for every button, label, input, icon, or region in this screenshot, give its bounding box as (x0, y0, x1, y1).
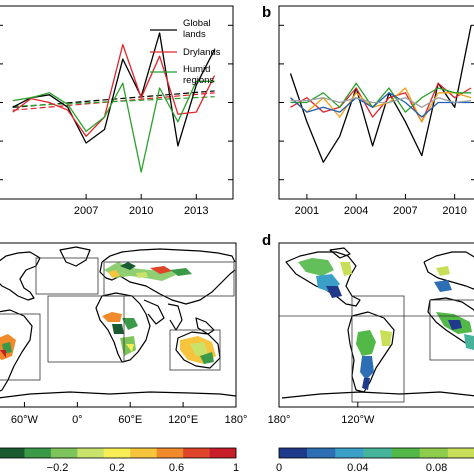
panel-c-map: 60°W 0° 60°E 120°E 180° (0, 242, 248, 426)
x-tick-label-1: 2004 (344, 205, 368, 217)
series-line-3 (290, 82, 472, 113)
series-line-4 (290, 92, 472, 118)
panel-b-line-chart: b 2001 2004 2007 2010 (262, 4, 474, 217)
colorbar-segment-1 (24, 448, 52, 458)
colorbar-segment-3 (77, 448, 105, 458)
map-x-tick-label-3: 120°E (168, 414, 198, 426)
colorbar-segment-2 (50, 448, 78, 458)
panel-a-line-chart: 2007 2010 2013 Global lands Drylands Humid… (0, 5, 234, 217)
x-tick-label-0: 2001 (295, 205, 319, 217)
legend-global-label-1: Global (183, 18, 210, 29)
colored-data-regions (0, 262, 216, 364)
legend-humid-label-1: Humid (183, 64, 210, 75)
series-line-2 (290, 87, 472, 123)
series-line-0 (12, 32, 216, 147)
colored-data-regions-d (298, 258, 474, 390)
colorbar-frame (278, 447, 474, 459)
series-line-1 (290, 82, 472, 123)
colorbar-tick-label-2: 0.08 (426, 462, 447, 474)
continent-outlines-d (281, 247, 474, 399)
colorbar-tick-label-0: 0 (276, 462, 282, 474)
colorbar-segment-1 (307, 448, 336, 458)
series-line-5 (290, 97, 472, 108)
colorbar-segment-6 (447, 448, 474, 458)
map-x-tick-label-0: 180° (268, 414, 291, 426)
colorbar-segment-5 (130, 448, 157, 458)
colorbar-segment-7 (183, 448, 210, 458)
legend-global-label-2: lands (183, 29, 206, 40)
colorbar-tick-label-2: 0.6 (169, 462, 184, 474)
colorbar-segment-0 (279, 448, 308, 458)
region-boxes-d (279, 295, 474, 403)
colorbar-segment-5 (419, 448, 449, 458)
continent-outlines (0, 246, 237, 399)
colorbar-tick-label-0: −0.2 (47, 462, 69, 474)
colorbar-segment-4 (391, 448, 421, 458)
x-tick-label-2: 2013 (184, 205, 208, 217)
x-tick-label-1: 2010 (129, 205, 153, 217)
colorbar-segment-6 (156, 448, 184, 458)
colorbar-segment-3 (363, 448, 392, 458)
panel-b-letter: b (262, 4, 271, 21)
colorbar-tick-label-3: 1 (233, 462, 239, 474)
region-boxes (0, 257, 235, 381)
map-x-tick-label-2: 60°E (118, 414, 142, 426)
map-x-tick-label-0: 60°W (11, 414, 39, 426)
map-x-tick-label-1: 0° (72, 414, 83, 426)
colorbar-segment-8 (209, 448, 237, 458)
colorbar-tick-label-1: 0.2 (109, 462, 124, 474)
colorbar-segment-0 (0, 448, 25, 458)
series-line-0 (289, 25, 472, 163)
map-x-tick-label-4: 180° (225, 414, 248, 426)
x-tick-label-0: 2007 (74, 205, 98, 217)
x-tick-label-3: 2010 (442, 205, 466, 217)
colorbar-tick-label-1: 0.04 (347, 462, 368, 474)
panel-d-map: d (262, 232, 474, 426)
legend-drylands-label: Drylands (183, 47, 221, 58)
panel-a-legend: Global lands Drylands Humid regions (150, 18, 221, 86)
colorbar-frame (0, 447, 237, 459)
panel-d-colorbar: 0 0.04 0.08 (276, 447, 474, 474)
colorbar-segment-2 (335, 448, 364, 458)
x-tick-label-2: 2007 (393, 205, 417, 217)
colorbar-segment-4 (103, 448, 131, 458)
panel-d-letter: d (262, 232, 271, 249)
panel-c-colorbar: −0.2 0.2 0.6 1 (0, 447, 239, 474)
legend-humid-label-2: regions (183, 75, 214, 86)
series-line-2 (12, 80, 215, 173)
map-x-tick-label-1: 120°W (341, 414, 375, 426)
trend-line-2 (12, 96, 215, 107)
